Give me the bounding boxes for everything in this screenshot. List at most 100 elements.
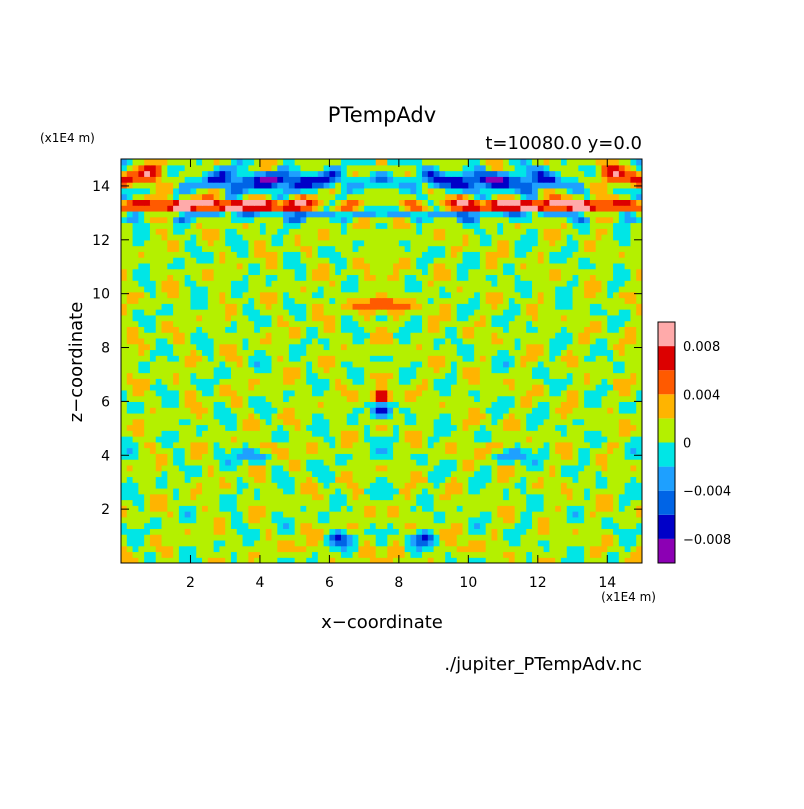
contour-cell — [636, 464, 642, 472]
contour-cell — [601, 412, 608, 420]
contour-cell — [236, 349, 244, 356]
contour-cell — [167, 395, 174, 402]
contour-cell — [335, 389, 342, 397]
contour-cell — [456, 453, 464, 460]
contour-cell — [288, 314, 296, 322]
contour-cell — [190, 453, 197, 460]
contour-cell — [613, 309, 620, 316]
contour-cell — [346, 245, 354, 252]
contour-cell — [532, 522, 539, 529]
contour-cell — [613, 355, 620, 362]
contour-cell — [202, 343, 209, 351]
contour-cell — [624, 412, 632, 420]
contour-cell — [132, 262, 139, 270]
contour-cell — [300, 401, 307, 408]
contour-cell — [155, 534, 163, 541]
contour-cell — [601, 516, 608, 524]
contour-cell — [427, 384, 435, 391]
contour-cell — [196, 349, 203, 356]
contour-cell — [335, 447, 342, 454]
contour-cell — [485, 505, 493, 512]
contour-cell — [312, 297, 319, 304]
contour-cell — [508, 551, 516, 558]
contour-cell — [375, 493, 383, 501]
contour-cell — [219, 326, 226, 333]
contour-cell — [225, 447, 232, 454]
contour-cell — [300, 280, 307, 287]
contour-cell — [335, 482, 342, 489]
contour-cell — [433, 424, 440, 431]
contour-cell — [607, 257, 614, 264]
contour-cell — [601, 453, 608, 460]
contour-cell — [445, 309, 452, 316]
contour-cell — [346, 326, 354, 333]
contour-cell — [450, 257, 458, 264]
contour-cell — [485, 401, 493, 408]
contour-cell — [138, 332, 145, 339]
contour-cell — [369, 493, 377, 501]
contour-cell — [381, 268, 388, 276]
contour-cell — [578, 349, 585, 356]
contour-cell — [572, 430, 579, 437]
contour-cell — [230, 285, 238, 293]
contour-cell — [560, 384, 568, 391]
contour-cell — [503, 343, 510, 351]
contour-cell — [595, 257, 603, 264]
contour-cell — [323, 551, 330, 558]
contour-cell — [560, 326, 568, 333]
contour-cell — [578, 343, 585, 351]
contour-cell — [601, 309, 608, 316]
contour-cell — [173, 326, 180, 333]
contour-cell — [335, 499, 342, 506]
contour-cell — [138, 505, 145, 512]
contour-cell — [184, 355, 192, 362]
contour-cell — [410, 309, 417, 316]
contour-cell — [398, 314, 406, 322]
contour-cell — [248, 337, 255, 345]
contour-cell — [196, 245, 203, 252]
contour-cell — [468, 291, 475, 299]
contour-cell — [323, 337, 330, 345]
contour-cell — [138, 366, 145, 374]
contour-cell — [271, 482, 278, 489]
contour-cell — [196, 516, 203, 524]
contour-cell — [294, 320, 302, 327]
contour-cell — [178, 470, 186, 478]
contour-cell — [225, 372, 232, 379]
contour-cell — [375, 257, 383, 264]
contour-cell — [393, 476, 400, 483]
contour-cell — [584, 447, 591, 454]
contour-cell — [508, 343, 516, 351]
contour-cell — [173, 239, 180, 247]
contour-cell — [196, 291, 203, 299]
contour-cell — [427, 268, 435, 276]
contour-cell — [393, 407, 400, 414]
contour-cell — [265, 378, 273, 385]
contour-cell — [230, 349, 238, 356]
contour-cell — [607, 476, 614, 483]
contour-cell — [433, 522, 440, 529]
contour-cell — [624, 418, 632, 426]
contour-cell — [624, 378, 632, 385]
contour-cell — [254, 545, 261, 553]
contour-cell — [630, 430, 637, 437]
contour-cell — [416, 464, 423, 472]
contour-cell — [387, 309, 394, 316]
contour-cell — [213, 493, 221, 501]
contour-cell — [404, 343, 412, 351]
contour-cell — [543, 337, 550, 345]
contour-cell — [149, 441, 157, 449]
contour-cell — [560, 551, 568, 558]
contour-cell — [549, 407, 556, 414]
contour-cell — [202, 274, 209, 281]
contour-cell — [190, 505, 197, 512]
contour-cell — [167, 343, 174, 351]
contour-cell — [375, 337, 383, 345]
contour-cell — [595, 453, 603, 460]
contour-cell — [555, 320, 562, 327]
contour-cell — [358, 361, 365, 368]
contour-cell — [491, 251, 498, 258]
contour-cell — [520, 464, 527, 472]
contour-cell — [387, 424, 394, 431]
contour-cell — [462, 551, 469, 558]
